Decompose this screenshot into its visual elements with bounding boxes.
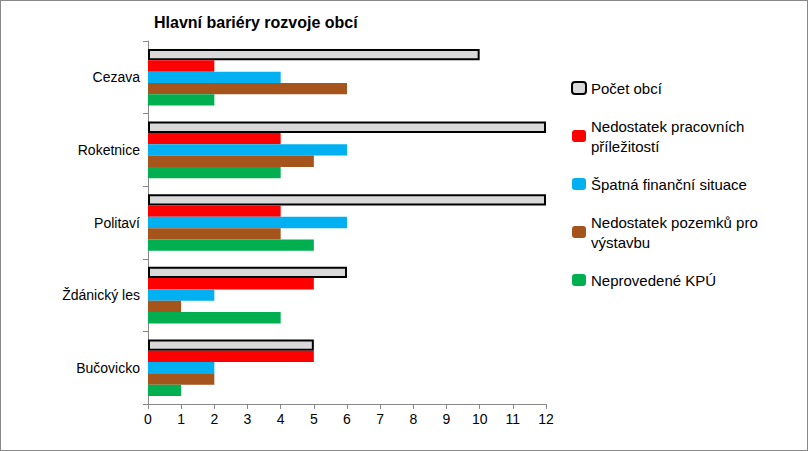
svg-text:Ždánický les: Ždánický les <box>62 287 140 303</box>
svg-text:6: 6 <box>343 411 351 427</box>
svg-text:Politaví: Politaví <box>94 215 140 231</box>
svg-text:1: 1 <box>177 411 185 427</box>
svg-text:Špatná finanční situace: Špatná finanční situace <box>591 176 747 193</box>
svg-text:8: 8 <box>409 411 417 427</box>
svg-text:výstavbu: výstavbu <box>591 234 650 251</box>
svg-text:7: 7 <box>376 411 384 427</box>
svg-text:Bučovicko: Bučovicko <box>76 360 140 376</box>
svg-text:11: 11 <box>506 411 521 427</box>
svg-text:10: 10 <box>472 411 488 427</box>
svg-text:Nedostatek pozemků pro: Nedostatek pozemků pro <box>591 214 762 231</box>
svg-text:Neprovedené KPÚ: Neprovedené KPÚ <box>591 272 716 289</box>
svg-text:3: 3 <box>244 411 252 427</box>
svg-text:2: 2 <box>210 411 218 427</box>
svg-text:Hlavní bariéry rozvoje obcí: Hlavní bariéry rozvoje obcí <box>154 14 358 31</box>
svg-text:Roketnice: Roketnice <box>78 142 140 158</box>
svg-text:příležitostí: příležitostí <box>591 138 660 155</box>
svg-text:Cezava: Cezava <box>93 69 141 85</box>
svg-text:9: 9 <box>443 411 451 427</box>
svg-text:0: 0 <box>144 411 152 427</box>
svg-text:5: 5 <box>310 411 318 427</box>
svg-text:Nedostatek pracovních: Nedostatek pracovních <box>591 118 749 135</box>
svg-text:Počet obcí: Počet obcí <box>591 80 663 97</box>
svg-text:12: 12 <box>538 411 554 427</box>
svg-text:4: 4 <box>277 411 285 427</box>
